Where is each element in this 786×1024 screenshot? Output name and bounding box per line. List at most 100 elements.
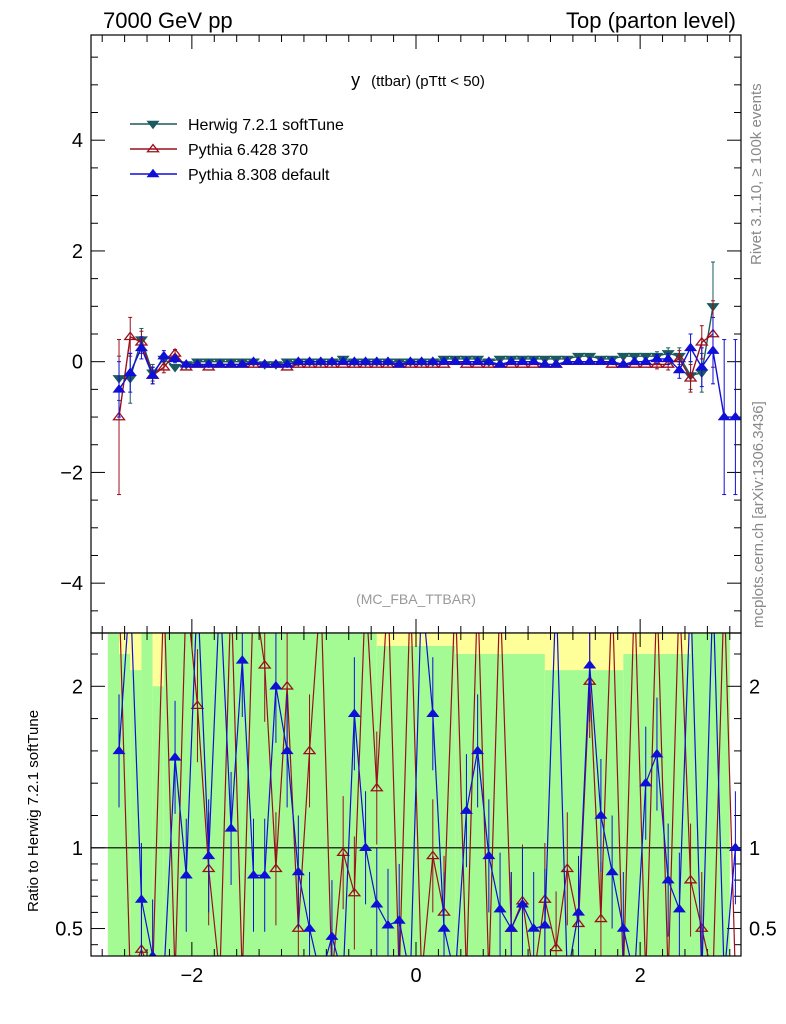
- data-point: [695, 361, 709, 371]
- analysis-tag: (MC_FBA_TTBAR): [356, 591, 476, 607]
- data-point: [426, 356, 440, 365]
- ratio-data-point: [482, 850, 496, 860]
- header-right: Top (parton level): [566, 8, 736, 33]
- ratio-ylabel: Ratio to Herwig 7.2.1 softTune: [25, 710, 42, 912]
- band-inner: [107, 633, 120, 956]
- ratio-data-point: [370, 899, 384, 908]
- ratio-data-point: [549, 942, 563, 952]
- legend: Herwig 7.2.1 softTune Pythia 6.428 370 Pyt…: [130, 117, 344, 184]
- main-axis-ticks: −4 −2 0 2 4: [60, 35, 741, 633]
- data-point: [560, 356, 574, 365]
- data-point: [728, 411, 741, 421]
- data-point: [661, 353, 675, 363]
- ratio-data-point: [190, 700, 205, 710]
- data-point: [168, 363, 182, 373]
- data-point: [123, 331, 138, 341]
- x-tick-label: 2: [635, 965, 646, 987]
- data-point: [213, 359, 227, 368]
- series-2: [112, 316, 741, 496]
- data-point: [717, 411, 731, 421]
- data-point: [123, 367, 137, 376]
- data-point: [650, 353, 664, 363]
- ratio-data-point: [650, 748, 664, 758]
- data-point: [134, 342, 148, 352]
- data-point: [168, 353, 182, 363]
- header-left: 7000 GeV pp: [103, 8, 233, 33]
- ratio-data-point: [179, 869, 193, 879]
- legend-marker: [146, 143, 160, 153]
- ratio-y-tick-label: 2: [72, 676, 83, 698]
- data-point: [112, 411, 126, 421]
- data-point: [359, 356, 373, 365]
- band-inner: [152, 686, 164, 956]
- ratio-data-point: [291, 866, 305, 876]
- ratio-data-point: [369, 782, 384, 792]
- data-point: [594, 356, 608, 365]
- ratio-data-point: [515, 899, 529, 908]
- data-point: [325, 356, 339, 365]
- data-point: [616, 359, 630, 368]
- data-point: [112, 384, 126, 393]
- ratio-data-point: [527, 923, 541, 932]
- data-point: [269, 359, 283, 368]
- ratio-data-point: [694, 923, 709, 932]
- legend-label: Pythia 6.428 370: [188, 142, 308, 159]
- ratio-y-tick-label-right: 0.5: [749, 919, 777, 941]
- ratio-data-point: [224, 823, 238, 832]
- ratio-data-point: [148, 950, 157, 956]
- data-point: [683, 372, 698, 382]
- y-tick-label: −2: [60, 462, 83, 484]
- ratio-plot-border: [90, 632, 742, 957]
- data-point: [202, 359, 216, 368]
- ratio-y-tick-label: 1: [72, 838, 83, 860]
- data-point: [605, 356, 619, 365]
- plot-title: y (ttbar) (pTtt < 50): [351, 70, 485, 90]
- data-point: [336, 356, 350, 365]
- main-plot-frame: [91, 35, 741, 633]
- data-point: [291, 356, 305, 365]
- y-tick-label: 4: [72, 130, 83, 152]
- x-tick-label: −2: [180, 965, 203, 987]
- ratio-data-point: [728, 842, 741, 852]
- data-point: [571, 356, 586, 365]
- ratio-data-point: [504, 923, 518, 932]
- ratio-data-point: [683, 874, 698, 884]
- ratio-data-point: [459, 805, 473, 814]
- data-point: [672, 364, 686, 374]
- data-point: [527, 356, 541, 365]
- data-point: [347, 356, 361, 365]
- data-point: [224, 359, 238, 368]
- legend-marker: [146, 168, 160, 178]
- data-point: [628, 356, 642, 365]
- data-point: [403, 356, 417, 365]
- y-tick-label: 0: [72, 352, 83, 374]
- ratio-data-point: [437, 923, 451, 932]
- legend-marker: [146, 120, 160, 130]
- main-plot: −4 −2 0 2 4 y (ttbar) (pTtt < 50) (MC_FBA_TT…: [60, 34, 742, 634]
- data-point: [515, 356, 529, 365]
- ratio-data-point: [280, 745, 294, 755]
- data-point: [549, 359, 563, 368]
- data-point: [314, 356, 328, 365]
- x-tick-label: 0: [410, 965, 421, 987]
- data-point: [694, 336, 709, 346]
- data-point: [415, 356, 429, 365]
- ratio-data-point: [594, 913, 608, 923]
- ratio-data-point: [583, 660, 597, 669]
- ratio-data-point: [347, 887, 362, 897]
- data-point: [538, 359, 552, 368]
- ratio-data-point: [381, 920, 395, 929]
- ratio-data-point: [258, 869, 272, 879]
- data-point: [235, 359, 249, 368]
- plot-title-main: y: [351, 70, 360, 90]
- ratio-data-point: [325, 931, 339, 940]
- data-point: [157, 361, 171, 371]
- data-point: [471, 356, 485, 365]
- ratio-data-point: [471, 745, 485, 755]
- data-point: [493, 359, 507, 368]
- ratio-data-point: [425, 850, 440, 860]
- data-point: [448, 356, 462, 365]
- data-point: [583, 356, 597, 365]
- band-inner: [141, 633, 153, 956]
- ratio-series-line: [119, 633, 736, 956]
